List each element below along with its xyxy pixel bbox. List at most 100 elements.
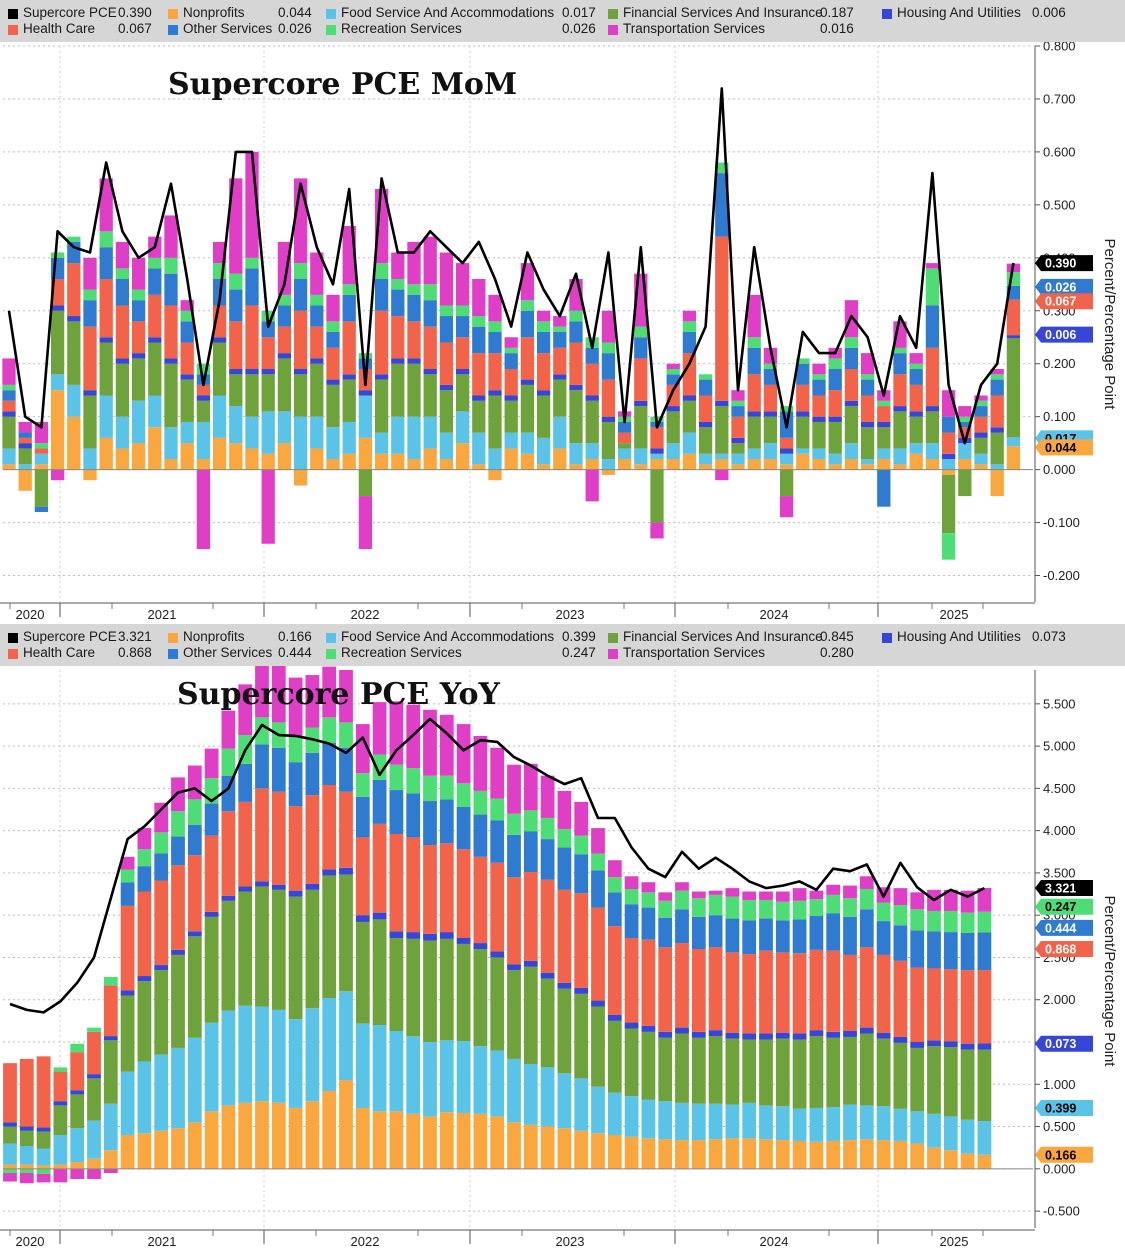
bar-financial-services-and-insurance bbox=[19, 1130, 34, 1146]
bar-housing-and-utilities bbox=[708, 1030, 723, 1037]
bar-other-services bbox=[180, 321, 194, 343]
bar-transportation-services bbox=[34, 421, 49, 444]
bar-recreation-services bbox=[796, 358, 810, 364]
bar-transportation-services bbox=[187, 765, 202, 800]
bar-financial-services-and-insurance bbox=[557, 988, 572, 1074]
bar-health-care bbox=[326, 347, 340, 380]
bar-nonprofits bbox=[977, 1154, 992, 1169]
bar-other-services bbox=[473, 814, 488, 857]
bar-food-service-and-accommodations bbox=[293, 416, 308, 470]
bar-other-services bbox=[322, 742, 337, 785]
bar-nonprofits bbox=[960, 1153, 975, 1169]
bar-financial-services-and-insurance bbox=[372, 919, 387, 1026]
bar-recreation-services bbox=[779, 406, 794, 412]
bar-other-services bbox=[708, 915, 723, 948]
bar-health-care bbox=[423, 326, 437, 370]
bar-health-care bbox=[624, 938, 639, 1023]
mom-chart: Supercore PCE MoM0.8000.7000.6000.5000.4… bbox=[0, 42, 1118, 622]
bar-transportation-services bbox=[747, 294, 761, 338]
bar-food-service-and-accommodations bbox=[591, 1086, 605, 1134]
bar-financial-services-and-insurance bbox=[473, 949, 488, 1047]
bar-recreation-services bbox=[809, 899, 824, 917]
bar-nonprofits bbox=[624, 1136, 639, 1169]
bar-other-services bbox=[171, 836, 185, 866]
bar-other-services bbox=[844, 347, 859, 370]
legend-label: Nonprofits bbox=[183, 629, 245, 644]
bar-recreation-services bbox=[507, 813, 521, 835]
bar-financial-services-and-insurance bbox=[859, 1033, 874, 1106]
tag-housing-and-utilities: 0.073 bbox=[1035, 1035, 1093, 1052]
bar-nonprofits bbox=[389, 1111, 404, 1169]
bar-health-care bbox=[601, 379, 616, 417]
bar-health-care bbox=[974, 416, 988, 433]
bar-housing-and-utilities bbox=[372, 912, 387, 920]
bar-other-services bbox=[569, 321, 583, 343]
bar-nonprofits bbox=[238, 1102, 253, 1169]
bar-recreation-services bbox=[725, 896, 740, 919]
bar-food-service-and-accommodations bbox=[439, 1040, 454, 1113]
bar-health-care bbox=[941, 432, 956, 454]
bar-nonprofits bbox=[488, 469, 502, 481]
bar-transportation-services bbox=[666, 363, 680, 370]
legend-swatch bbox=[168, 649, 178, 659]
bar-nonprofits bbox=[221, 1105, 236, 1169]
bar-housing-and-utilities bbox=[439, 932, 454, 939]
bar-housing-and-utilities bbox=[553, 374, 567, 380]
bar-transportation-services bbox=[277, 241, 292, 295]
bar-transportation-services bbox=[523, 763, 538, 811]
bar-recreation-services bbox=[67, 236, 81, 242]
bar-transportation-services bbox=[910, 892, 925, 910]
bar-other-services bbox=[910, 930, 925, 968]
bar-recreation-services bbox=[553, 326, 567, 332]
bar-food-service-and-accommodations bbox=[860, 459, 875, 465]
bar-transportation-services bbox=[775, 891, 790, 902]
bar-nonprofits bbox=[472, 464, 486, 470]
bar-recreation-services bbox=[775, 901, 790, 921]
bar-food-service-and-accommodations bbox=[691, 1103, 706, 1141]
bar-financial-services-and-insurance bbox=[148, 342, 162, 396]
bar-transportation-services bbox=[439, 252, 454, 306]
bar-recreation-services bbox=[137, 849, 152, 867]
bar-food-service-and-accommodations bbox=[326, 427, 340, 460]
bar-other-services bbox=[731, 406, 745, 417]
bar-other-services bbox=[221, 775, 236, 812]
bar-housing-and-utilities bbox=[591, 1000, 605, 1007]
bar-other-services bbox=[775, 920, 790, 953]
bar-nonprofits bbox=[305, 1101, 320, 1169]
bar-food-service-and-accommodations bbox=[36, 1148, 51, 1166]
bar-recreation-services bbox=[747, 337, 761, 348]
bar-nonprofits bbox=[372, 1111, 387, 1169]
bar-health-care bbox=[977, 970, 992, 1044]
bar-nonprofits bbox=[18, 469, 32, 491]
bar-health-care bbox=[277, 326, 292, 354]
bar-recreation-services bbox=[423, 284, 437, 301]
bar-nonprofits bbox=[131, 443, 146, 470]
bar-nonprofits bbox=[747, 459, 761, 470]
bar-recreation-services bbox=[557, 828, 572, 848]
bar-housing-and-utilities bbox=[812, 416, 826, 422]
yoy-y-axis-label: Percent/Percentage Point bbox=[1101, 896, 1118, 1068]
bar-financial-services-and-insurance bbox=[355, 921, 370, 1024]
bar-other-services bbox=[2, 390, 16, 401]
bar-food-service-and-accommodations bbox=[115, 416, 130, 449]
bar-recreation-services bbox=[860, 374, 875, 380]
bar-financial-services-and-insurance bbox=[925, 411, 940, 444]
bar-housing-and-utilities bbox=[828, 416, 842, 422]
bar-nonprofits bbox=[180, 443, 194, 470]
bar-transportation-services bbox=[958, 406, 972, 417]
bar-nonprofits bbox=[666, 459, 680, 470]
bar-financial-services-and-insurance bbox=[488, 395, 502, 449]
bar-food-service-and-accommodations bbox=[2, 448, 16, 465]
bar-financial-services-and-insurance bbox=[523, 966, 538, 1064]
bar-health-care bbox=[792, 953, 807, 1034]
bar-health-care bbox=[691, 949, 706, 1032]
bar-food-service-and-accommodations bbox=[221, 1010, 236, 1106]
bar-other-services bbox=[456, 806, 471, 850]
bar-housing-and-utilities bbox=[536, 390, 551, 396]
tag-background bbox=[1035, 1099, 1093, 1116]
bar-health-care bbox=[843, 954, 857, 1032]
bar-transportation-services bbox=[212, 241, 227, 264]
legend-value: 0.026 bbox=[562, 21, 596, 36]
bar-housing-and-utilities bbox=[305, 883, 320, 890]
tag-value: 0.868 bbox=[1045, 943, 1076, 957]
